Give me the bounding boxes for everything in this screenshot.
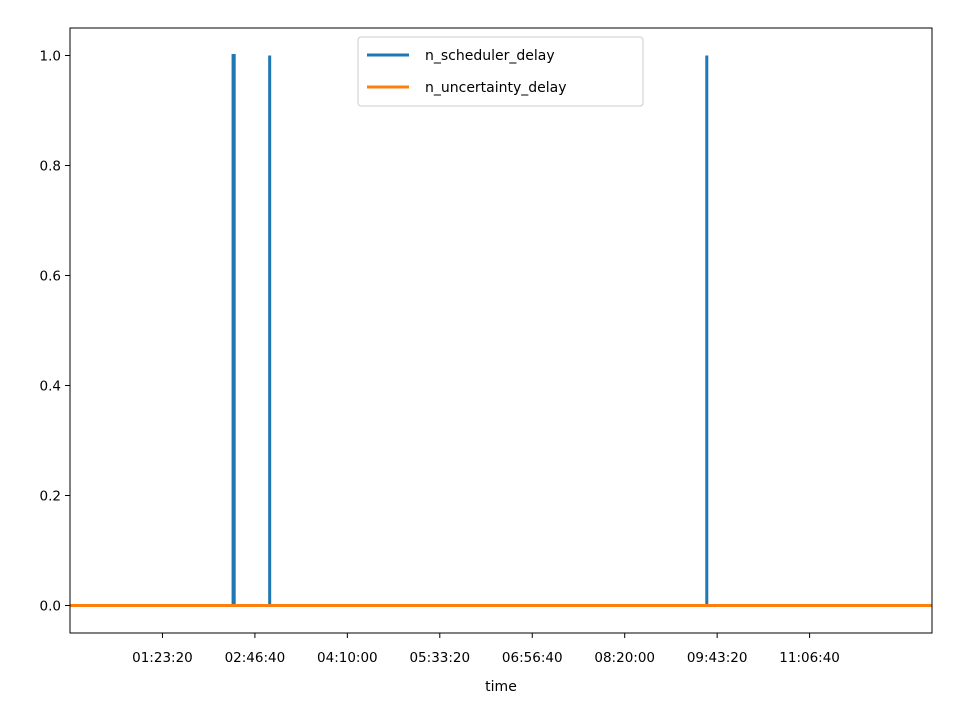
- axes-frame: [69, 27, 933, 634]
- y-tick-label: 0.6: [40, 269, 61, 285]
- x-tick-label: 04:10:00: [317, 650, 378, 666]
- y-tick-label: 0.0: [40, 599, 61, 615]
- legend-box: [357, 36, 644, 107]
- x-tick-label: 09:43:20: [687, 650, 748, 666]
- y-tick-label: 0.8: [40, 159, 61, 175]
- legend: n_scheduler_delay n_uncertainty_delay: [357, 36, 644, 107]
- y-tick-label: 0.4: [40, 379, 61, 395]
- y-axis: 0.0 0.2 0.4 0.6 0.8 1.0: [40, 49, 70, 615]
- legend-label-n_scheduler_delay: n_scheduler_delay: [425, 48, 555, 64]
- x-axis-title: time: [485, 679, 517, 695]
- x-tick-label: 06:56:40: [502, 650, 563, 666]
- x-axis: 01:23:20 02:46:40 04:10:00 05:33:20 06:56:40…: [132, 633, 840, 666]
- legend-label-n_uncertainty_delay: n_uncertainty_delay: [425, 80, 567, 96]
- plot-area: [70, 28, 932, 633]
- x-tick-label: 11:06:40: [779, 650, 840, 666]
- x-tick-label: 01:23:20: [132, 650, 193, 666]
- x-tick-label: 05:33:20: [409, 650, 470, 666]
- series-layer: [70, 54, 932, 607]
- series-line-n_scheduler_delay: [70, 54, 932, 607]
- x-tick-label: 02:46:40: [225, 650, 286, 666]
- x-tick-label: 08:20:00: [594, 650, 655, 666]
- y-tick-label: 0.2: [40, 489, 61, 505]
- y-tick-label: 1.0: [40, 49, 61, 65]
